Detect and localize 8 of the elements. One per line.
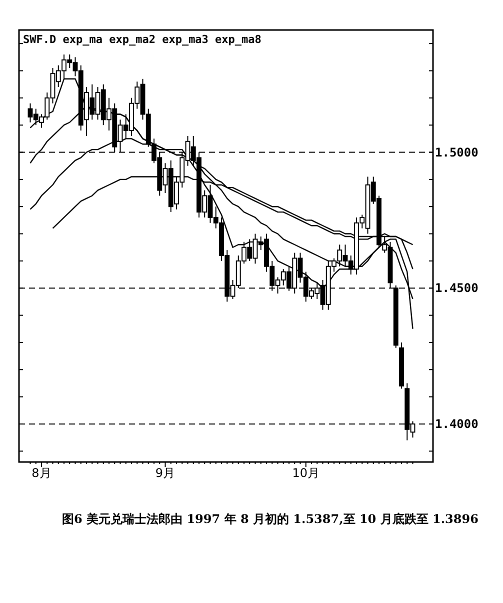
y-tick-label: 1.5000 bbox=[435, 145, 478, 160]
y-tick-label: 1.4500 bbox=[435, 281, 478, 296]
x-tick-label: 9月 bbox=[155, 466, 176, 480]
caption: 图6 美元兑瑞士法郎由 1997 年 8 月初的 1.5387,至 10 月底跌至 1.3896 bbox=[62, 512, 478, 526]
annotation: SWF.D exp_ma exp_ma2 exp_ma3 exp_ma8 bbox=[23, 33, 262, 46]
x-tick-label: 8月 bbox=[32, 466, 52, 480]
y-tick-label: 1.4000 bbox=[435, 416, 478, 431]
x-tick-label: 10月 bbox=[292, 466, 320, 480]
